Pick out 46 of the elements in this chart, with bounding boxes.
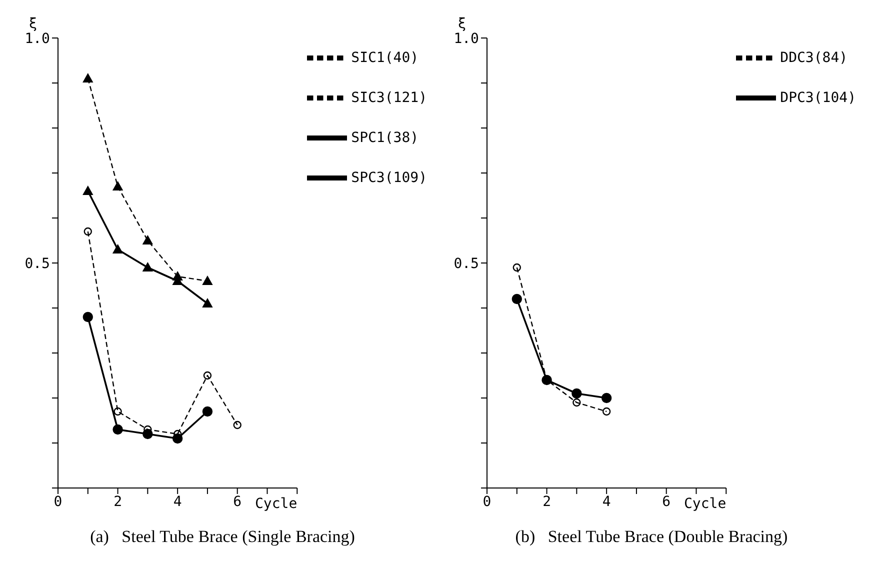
y-axis-title: ξ — [458, 16, 466, 32]
x-tick-label: 2 — [542, 494, 552, 510]
point — [601, 392, 612, 404]
x-tick-label: 6 — [662, 494, 671, 510]
y-tick-label: 0.5 — [24, 256, 50, 272]
point — [114, 407, 122, 416]
y-tick-label: 0.5 — [454, 256, 479, 272]
point — [572, 398, 581, 407]
x-tick-label: 4 — [602, 494, 611, 510]
point — [512, 294, 522, 304]
x-axis-title: Cycle — [254, 496, 298, 512]
x-tick-label: 0 — [54, 494, 62, 510]
x-tick-label: 0 — [482, 494, 492, 510]
x-tick-label: 2 — [114, 494, 122, 510]
x-axis-title: Cycle — [684, 496, 726, 512]
legend-label: SIC3(121) — [351, 90, 427, 106]
y-tick-label: 1.0 — [24, 30, 50, 47]
point — [203, 371, 212, 380]
point — [512, 263, 521, 272]
point — [82, 74, 93, 82]
point — [82, 186, 93, 195]
legend-label: SPC3(109) — [351, 170, 427, 186]
y-tick-label: 1.0 — [454, 30, 479, 47]
legend-label: DDC3(84) — [780, 50, 848, 66]
point — [202, 298, 212, 308]
point — [82, 312, 93, 322]
x-tick-label: 4 — [173, 494, 182, 510]
point — [572, 388, 582, 399]
point — [202, 276, 212, 285]
point — [233, 420, 242, 430]
text: (b) Steel Tube Brace (Double Bracing) — [514, 527, 789, 547]
point — [172, 272, 183, 280]
point — [112, 244, 123, 254]
point — [112, 182, 123, 190]
legend-label: DPC3(104) — [780, 90, 856, 106]
y-axis-title: ξ — [28, 16, 38, 32]
point — [112, 424, 123, 435]
x-tick-label: 6 — [233, 494, 242, 510]
point — [142, 236, 153, 244]
legend-label: SPC1(38) — [351, 130, 419, 146]
point — [602, 407, 611, 416]
point — [84, 227, 92, 236]
text: (a) Steel Tube Brace (Single Bracing) — [89, 527, 356, 547]
point — [202, 406, 213, 417]
point — [142, 262, 153, 272]
legend-label: SIC1(40) — [351, 50, 419, 66]
